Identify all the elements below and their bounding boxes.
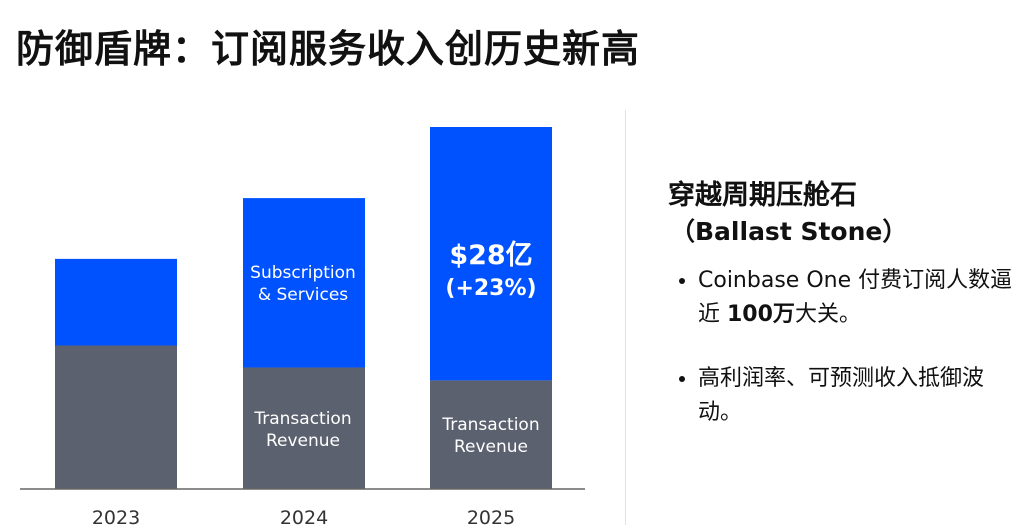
side-heading: 穿越周期压舱石 xyxy=(668,180,857,211)
stacked-bar-chart: Subscription & Services Transaction Reve… xyxy=(20,127,585,529)
bar-2024-transaction xyxy=(243,367,365,489)
subscription-label-line2: & Services xyxy=(258,285,348,305)
side-subheading: （Ballast Stone） xyxy=(670,217,908,246)
vertical-divider xyxy=(625,110,626,525)
transaction-label-2025-line1: Transaction xyxy=(441,415,539,435)
x-tick-2025: 2025 xyxy=(467,507,515,529)
bullet-text: 高利润率、可预测收入抵御波动。 xyxy=(698,366,985,425)
transaction-label-2024-line2: Revenue xyxy=(266,431,340,451)
x-tick-2023: 2023 xyxy=(92,507,140,529)
transaction-label-2025-line2: Revenue xyxy=(454,437,528,457)
bullet-item: 高利润率、可预测收入抵御波动。 xyxy=(698,362,1018,430)
transaction-label-2024-line1: Transaction xyxy=(253,409,351,429)
bars-group xyxy=(55,127,552,489)
page-title: 防御盾牌：订阅服务收入创历史新高 xyxy=(16,27,641,71)
bar-2023-transaction xyxy=(55,345,177,489)
bullet-list: Coinbase One 付费订阅人数逼近 100万大关。 高利润率、可预测收入… xyxy=(668,264,1018,430)
bar-2024-subscription xyxy=(243,198,365,368)
bar-2023-subscription xyxy=(55,258,177,346)
bullet-tail: 大关。 xyxy=(794,302,861,327)
total-2025-label: $28亿 xyxy=(449,240,532,271)
bullet-item: Coinbase One 付费订阅人数逼近 100万大关。 xyxy=(698,264,1018,332)
side-panel: 穿越周期压舱石 （Ballast Stone） Coinbase One 付费订… xyxy=(668,178,1018,460)
growth-2025-label: (+23%) xyxy=(445,276,536,301)
bullet-text: Coinbase One 付费订阅人数逼近 xyxy=(698,268,1013,327)
bar-2025-subscription xyxy=(430,127,552,381)
subscription-label-line1: Subscription xyxy=(250,263,356,283)
x-tick-2024: 2024 xyxy=(280,507,328,529)
bar-2025-transaction xyxy=(430,380,552,489)
bullet-bold: 100万 xyxy=(727,302,795,327)
